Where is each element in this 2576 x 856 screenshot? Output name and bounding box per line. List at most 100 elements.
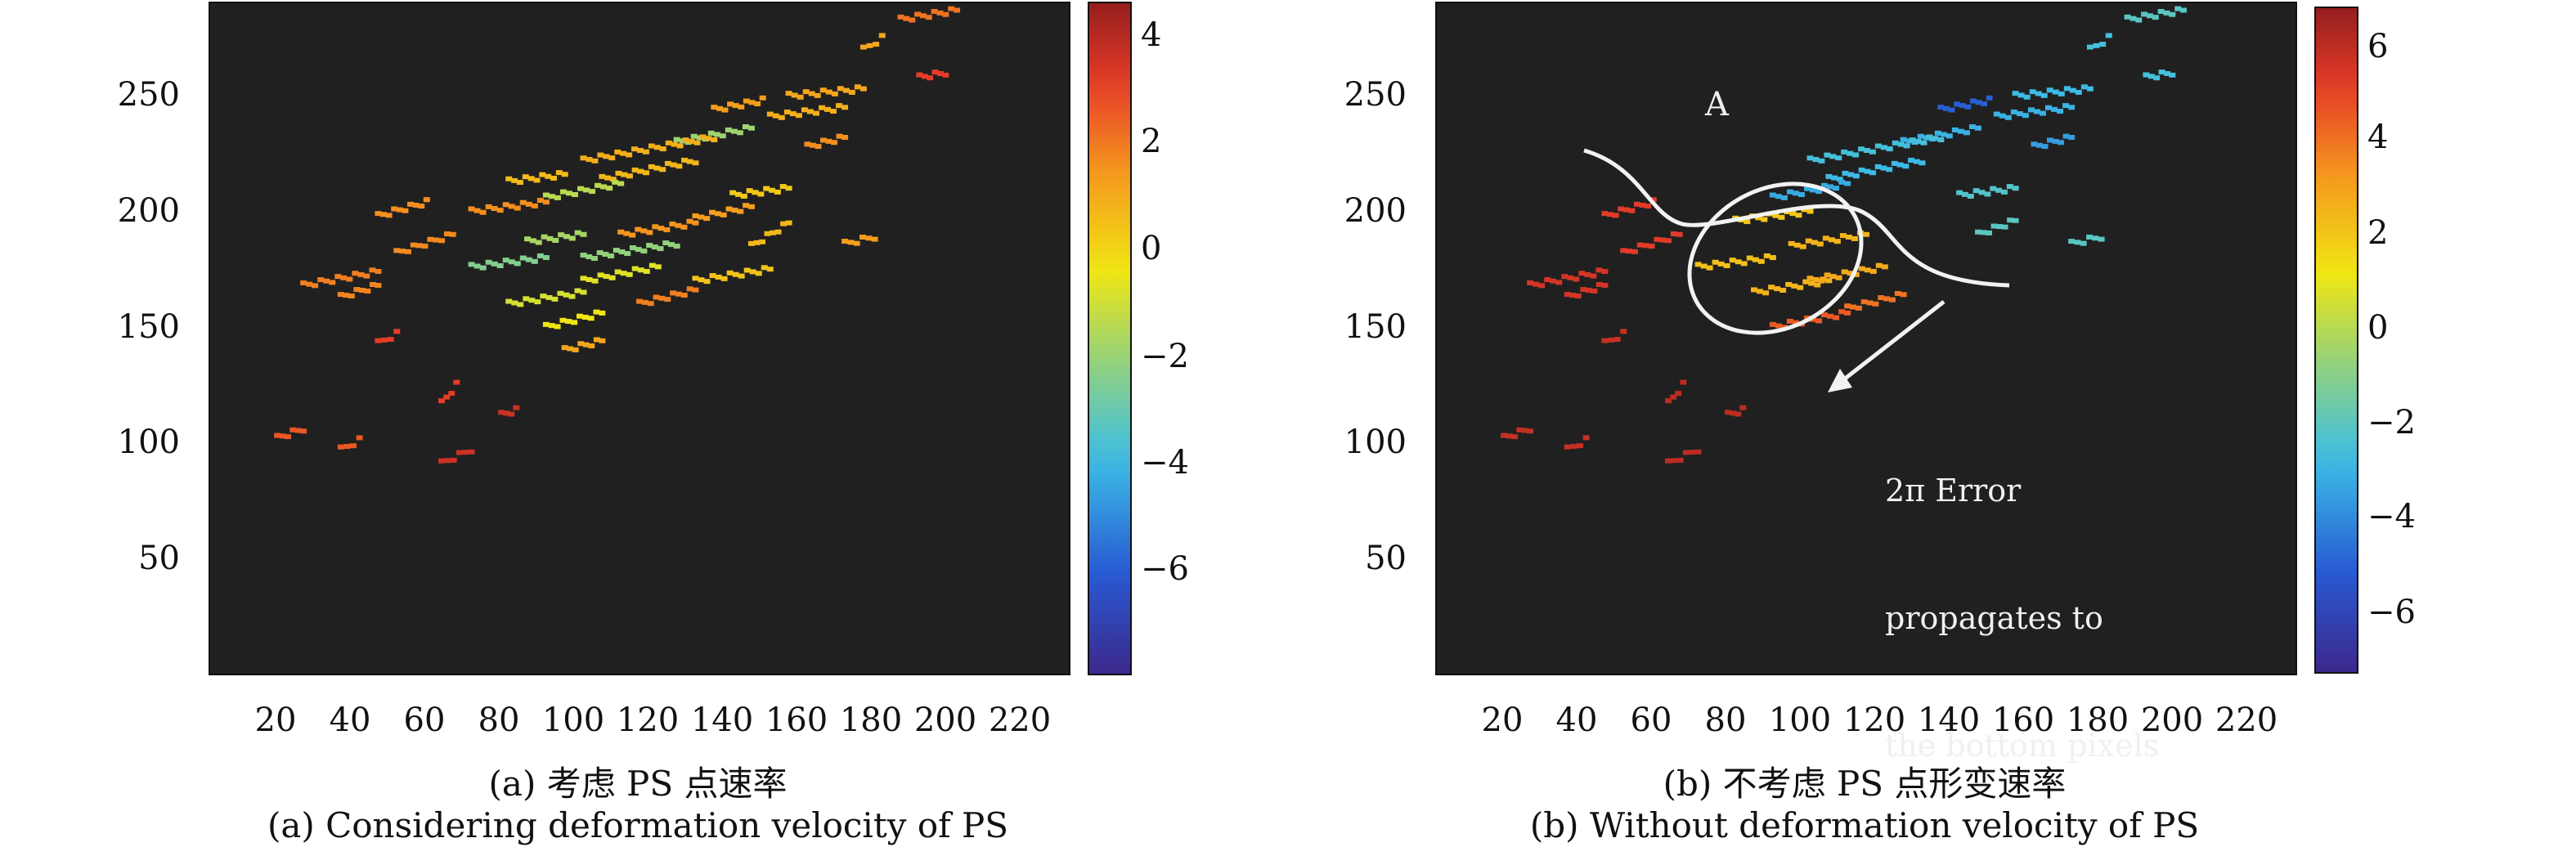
x-tick-140-a: 140 xyxy=(690,701,754,739)
ps-point xyxy=(1729,258,1736,263)
ps-cluster-b-25 xyxy=(1665,379,1687,404)
colorbar-tick-b-4: −2 xyxy=(2367,404,2416,441)
ps-point xyxy=(841,239,849,244)
x-tick-60-b: 60 xyxy=(1630,701,1672,739)
ps-point xyxy=(563,234,570,240)
ps-point xyxy=(580,231,587,237)
ps-point xyxy=(1883,296,1891,302)
ps-cluster-b-1 xyxy=(2143,69,2176,81)
ps-point xyxy=(2169,72,2176,78)
ps-point xyxy=(675,291,682,297)
ps-point xyxy=(631,146,639,152)
y-tick-250-b: 250 xyxy=(1344,76,1407,114)
ps-point xyxy=(1864,267,1871,273)
ps-point xyxy=(1903,143,1910,149)
ps-point xyxy=(1995,187,2003,193)
ps-point xyxy=(686,218,693,224)
ps-point xyxy=(279,433,286,439)
ps-point xyxy=(1917,133,1924,139)
ps-point xyxy=(637,267,644,273)
ps-point xyxy=(542,255,550,261)
ps-point xyxy=(1793,242,1801,248)
x-tick-80-b: 80 xyxy=(1704,701,1747,739)
ps-point xyxy=(559,317,567,323)
ps-point xyxy=(769,187,776,193)
ps-point xyxy=(2022,113,2029,119)
ps-point xyxy=(597,272,604,278)
ps-point xyxy=(516,180,523,186)
ps-cluster-b-23 xyxy=(1564,281,1609,299)
ps-cluster-b-26 xyxy=(1501,427,1534,440)
ps-point xyxy=(554,324,561,329)
ps-point xyxy=(1792,190,1799,196)
ps-point xyxy=(542,321,550,327)
ps-point xyxy=(1996,224,2004,230)
ps-point xyxy=(505,298,513,304)
ps-cluster-b-24 xyxy=(1601,329,1627,343)
ps-point xyxy=(2152,15,2159,20)
ps-point xyxy=(496,262,504,268)
ps-point xyxy=(2041,144,2049,150)
ps-point xyxy=(624,251,631,257)
ps-point xyxy=(1984,191,1991,197)
ps-point xyxy=(715,274,722,280)
ps-point xyxy=(647,301,654,307)
ps-point xyxy=(306,281,313,287)
ps-point xyxy=(785,91,792,96)
ps-point xyxy=(2180,7,2188,13)
ps-point xyxy=(517,302,524,307)
x-tick-120-a: 120 xyxy=(616,701,680,739)
ps-point xyxy=(557,290,564,296)
ps-point xyxy=(1815,189,1823,195)
ps-point xyxy=(491,261,498,267)
ps-point xyxy=(1797,191,1805,197)
ps-point xyxy=(651,244,658,250)
ps-point xyxy=(692,160,699,166)
ps-point xyxy=(2001,224,2008,230)
ps-point xyxy=(806,109,814,114)
ps-point xyxy=(948,6,955,11)
ps-point xyxy=(581,314,589,320)
ps-point xyxy=(1937,137,1945,142)
ps-point xyxy=(682,137,689,143)
colorbar-tick-b-2: 2 xyxy=(2367,214,2389,252)
ps-point xyxy=(873,42,880,47)
ps-cluster-a-36 xyxy=(859,33,886,50)
ps-point xyxy=(921,74,928,79)
ps-point xyxy=(2035,91,2042,96)
ps-point xyxy=(1833,315,1840,320)
ps-point xyxy=(1573,276,1580,282)
ps-point xyxy=(1852,152,1860,158)
ps-cluster-a-23 xyxy=(505,288,587,307)
ps-point xyxy=(380,212,388,217)
ps-point xyxy=(636,298,643,304)
ps-point xyxy=(1942,105,1950,111)
ps-point xyxy=(617,229,625,235)
ps-point xyxy=(519,199,527,205)
ps-cluster-a-12 xyxy=(393,231,456,254)
ps-point xyxy=(2080,84,2088,90)
ps-point xyxy=(353,287,361,293)
propagation-arrow xyxy=(1832,300,1945,389)
ps-cluster-a-25 xyxy=(580,262,662,284)
ps-point xyxy=(705,136,712,141)
ps-point xyxy=(761,265,768,271)
ps-point xyxy=(732,271,739,277)
ps-point xyxy=(343,293,350,298)
ps-cluster-b-12 xyxy=(2068,234,2105,246)
ps-point xyxy=(1829,274,1837,280)
ps-point xyxy=(443,231,451,237)
ps-point xyxy=(2080,240,2087,246)
ps-cluster-b-3 xyxy=(1993,103,2076,120)
ps-point xyxy=(713,132,720,137)
ps-point xyxy=(720,212,727,217)
ps-point xyxy=(626,152,633,158)
ps-point xyxy=(743,267,751,273)
x-tick-180-a: 180 xyxy=(839,701,903,739)
x-tick-160-b: 160 xyxy=(1991,701,2055,739)
ps-point xyxy=(2146,13,2153,19)
ps-point xyxy=(1872,301,1879,307)
ps-cluster-a-15 xyxy=(468,253,550,271)
ps-point xyxy=(1768,285,1775,290)
ps-point xyxy=(743,203,750,208)
